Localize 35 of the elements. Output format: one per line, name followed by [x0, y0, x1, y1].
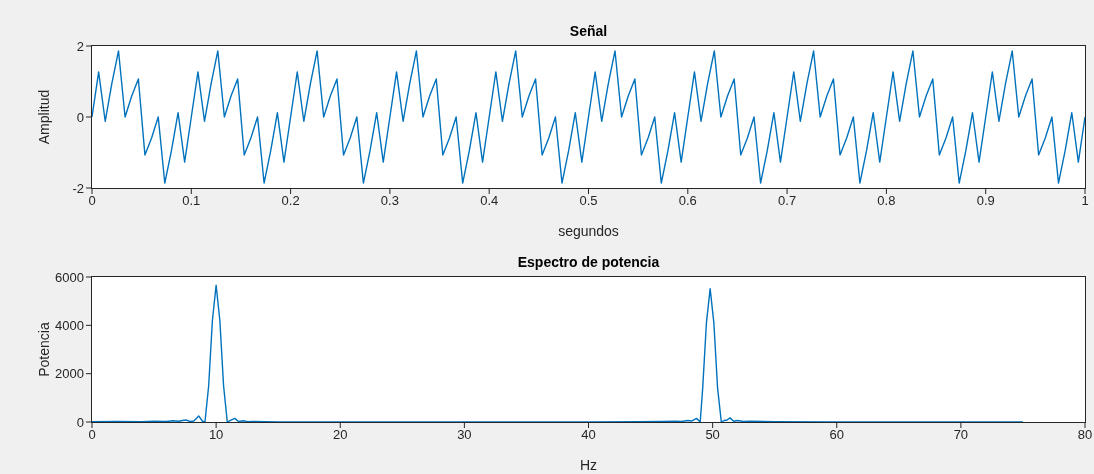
y-tick-label: 6000 — [55, 269, 84, 285]
x-tick-label: 10 — [208, 427, 224, 443]
y-tick-label: -2 — [72, 180, 84, 196]
x-tick-label: 20 — [333, 427, 348, 443]
chart-title: Señal — [568, 23, 609, 39]
y-tick-label: 4000 — [55, 317, 84, 333]
x-tick-label: 0.6 — [678, 193, 697, 209]
y-tick-label: 0 — [76, 414, 84, 430]
x-axis-title: Hz — [579, 457, 598, 473]
y-tick-label: 2 — [76, 38, 84, 54]
line-series — [92, 284, 1024, 422]
y-tick-label: 0 — [76, 109, 84, 125]
x-tick-label: 0.9 — [976, 193, 995, 209]
x-tick-label: 0 — [88, 427, 96, 443]
x-tick-label: 80 — [1077, 427, 1093, 443]
x-tick-label: 0.5 — [579, 193, 598, 209]
x-tick-label: 0.7 — [778, 193, 797, 209]
x-tick-label: 0 — [88, 193, 96, 209]
line-series — [92, 50, 1085, 184]
x-tick-label: 0.2 — [281, 193, 300, 209]
x-tick-label: 60 — [829, 427, 844, 443]
x-tick-label: 0.1 — [182, 193, 201, 209]
y-axis-title: Amplitud — [35, 89, 52, 145]
x-tick-label: 1 — [1081, 193, 1089, 209]
chart-title: Espectro de potencia — [516, 254, 661, 270]
x-tick-label: 70 — [953, 427, 969, 443]
y-axis-title: Potencia — [35, 322, 52, 377]
x-tick-label: 40 — [581, 427, 596, 443]
x-tick-label: 50 — [705, 427, 720, 443]
x-tick-label: 0.4 — [480, 193, 499, 209]
x-tick-label: 30 — [457, 427, 472, 443]
x-tick-label: 0.3 — [380, 193, 399, 209]
x-axis-title: segundos — [558, 223, 619, 239]
y-tick-label: 2000 — [55, 366, 84, 382]
x-tick-label: 0.8 — [877, 193, 896, 209]
